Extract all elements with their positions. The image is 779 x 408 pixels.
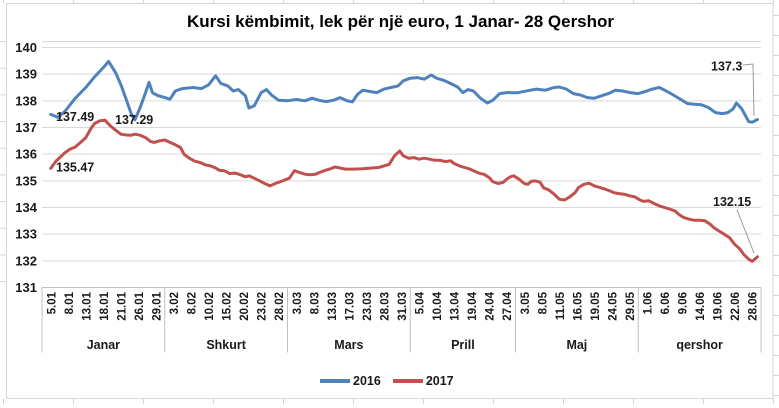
- x-tick-label-14.06: 14.06: [695, 292, 707, 321]
- x-tick-label-10.02: 10.02: [204, 292, 216, 321]
- x-tick-label-8.01: 8.01: [64, 291, 76, 314]
- y-tick-label-133: 133: [15, 227, 37, 242]
- y-tick-label-134: 134: [15, 200, 37, 215]
- x-tick-label-27.04: 27.04: [502, 291, 514, 320]
- x-tick-label-29.01: 29.01: [151, 291, 163, 320]
- x-tick-label-10.04: 10.04: [432, 291, 444, 320]
- x-tick-label-3.02: 3.02: [169, 292, 181, 314]
- data-label-137.49: 137.49: [56, 110, 94, 124]
- x-tick-label-9.06: 9.06: [678, 292, 690, 314]
- x-tick-label-16.05: 16.05: [572, 291, 584, 320]
- data-label-leader: [742, 63, 755, 117]
- x-tick-label-3.03: 3.03: [292, 292, 304, 314]
- data-label-leader: [736, 209, 755, 254]
- x-tick-label-13.01: 13.01: [81, 291, 93, 320]
- x-tick-label-20.02: 20.02: [239, 292, 251, 321]
- x-tick-label-29.05: 29.05: [625, 291, 637, 320]
- month-label-Janar: Janar: [87, 338, 120, 352]
- x-tick-label-3.05: 3.05: [520, 291, 532, 314]
- x-tick-label-19.06: 19.06: [713, 292, 725, 321]
- y-tick-label-132: 132: [15, 253, 37, 268]
- legend-swatch-2017: [392, 379, 423, 383]
- month-label-Mars: Mars: [334, 338, 363, 352]
- x-tick-label-19.04: 19.04: [467, 291, 479, 320]
- data-label-135.47: 135.47: [56, 161, 94, 175]
- x-tick-label-15.02: 15.02: [222, 292, 234, 321]
- x-tick-label-6.06: 6.06: [660, 292, 672, 314]
- x-tick-label-13.03: 13.03: [327, 292, 339, 321]
- chart-object-border: [6, 3, 774, 399]
- x-tick-label-11.05: 11.05: [555, 291, 567, 320]
- y-tick-label-139: 139: [15, 67, 37, 82]
- x-tick-label-8.03: 8.03: [309, 292, 321, 314]
- data-label-137.3: 137.3: [711, 60, 742, 74]
- x-tick-label-18.01: 18.01: [99, 291, 111, 320]
- y-tick-label-138: 138: [15, 93, 37, 108]
- data-labels: 137.49 137.29 135.47 137.3 132.15: [56, 60, 755, 254]
- x-tick-label-1.06: 1.06: [643, 292, 655, 314]
- chart-title: Kursi këmbimit, lek për një euro, 1 Jana…: [186, 12, 615, 31]
- x-tick-label-22.06: 22.06: [730, 292, 742, 321]
- x-tick-label-8.02: 8.02: [187, 292, 199, 314]
- x-tick-label-26.01: 26.01: [134, 291, 146, 320]
- x-tick-label-31.03: 31.03: [397, 292, 409, 321]
- x-tick-label-23.03: 23.03: [362, 292, 374, 321]
- x-tick-label-17.03: 17.03: [344, 292, 356, 321]
- x-tick-label-21.01: 21.01: [116, 291, 128, 320]
- x-tick-label-28.06: 28.06: [748, 292, 760, 321]
- series-line-2016[interactable]: [49, 59, 759, 124]
- y-tick-label-135: 135: [15, 173, 37, 188]
- legend-label-2016: 2016: [353, 374, 381, 388]
- y-tick-label-131: 131: [15, 280, 37, 295]
- x-tick-label-23.02: 23.02: [257, 292, 269, 321]
- legend-item-2017[interactable]: 2017: [392, 374, 454, 388]
- series-line-2017[interactable]: [49, 118, 759, 263]
- month-groups: Janar Shkurt Mars Prill Maj qershor: [41, 287, 762, 353]
- data-label-132.15: 132.15: [713, 195, 751, 209]
- x-axis-labels: 5.01 8.01 13.01 18.01 21.01 26.01 29.01 3.02 8.0…: [46, 291, 759, 320]
- x-tick-label-5.01: 5.01: [46, 291, 58, 314]
- x-tick-label-24.04: 24.04: [485, 291, 497, 320]
- month-label-Prill: Prill: [451, 338, 475, 352]
- x-tick-label-8.05: 8.05: [537, 291, 549, 314]
- x-tick-label-24.05: 24.05: [607, 291, 619, 320]
- data-label-137.29: 137.29: [115, 113, 153, 127]
- legend-label-2017: 2017: [425, 374, 454, 388]
- month-label-Shkurt: Shkurt: [206, 338, 246, 352]
- gridlines: [42, 41, 761, 288]
- month-label-qershor: qershor: [676, 338, 723, 352]
- y-axis-labels: 140 139 138 137 136 135 134 133 132 131: [15, 40, 37, 295]
- y-tick-label-136: 136: [15, 147, 37, 162]
- x-tick-label-28.03: 28.03: [379, 292, 391, 321]
- legend-swatch-2016: [320, 379, 350, 383]
- month-label-Maj: Maj: [566, 338, 587, 352]
- legend[interactable]: 2016 2017: [320, 374, 466, 388]
- legend-item-2016[interactable]: 2016: [320, 374, 381, 388]
- y-tick-label-140: 140: [15, 40, 37, 55]
- x-tick-label-13.04: 13.04: [450, 291, 462, 320]
- y-tick-label-137: 137: [15, 120, 37, 135]
- x-tick-label-5.04: 5.04: [415, 291, 427, 314]
- x-tick-label-19.05: 19.05: [590, 291, 602, 320]
- x-tick-label-28.02: 28.02: [274, 292, 286, 321]
